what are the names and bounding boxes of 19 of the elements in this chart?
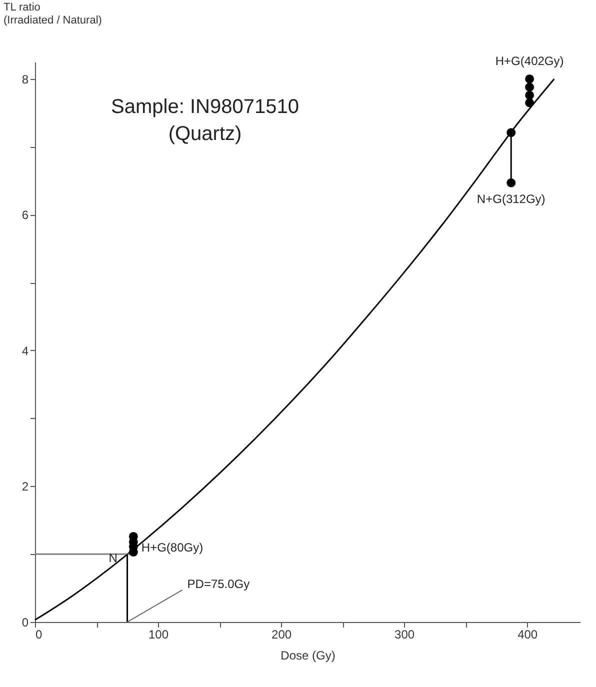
y-tick-label: 8 [22, 72, 29, 86]
x-tick-label: 100 [148, 628, 169, 642]
x-axis-title: Dose (Gy) [280, 648, 336, 662]
annotation: N+G(312Gy) [476, 192, 546, 206]
annotation: H+G(80Gy) [141, 540, 204, 554]
x-tick-label: 200 [272, 628, 292, 642]
annotation: H+G(402Gy) [495, 54, 564, 68]
x-tick-label: 0 [36, 628, 42, 642]
text: Sample: IN98071510 [111, 96, 299, 118]
x-tick-label: 300 [394, 628, 415, 642]
text: (Quartz) [168, 123, 242, 145]
annotation: N [108, 551, 118, 566]
x-tick-label: 400 [518, 628, 538, 642]
y-axis-title: TL ratio (Irradiated / Natural) [4, 2, 102, 26]
y-tick-label: 2 [22, 480, 29, 494]
y-tick-label: 4 [22, 344, 29, 358]
annotation: PD=75.0Gy [187, 577, 250, 591]
y-tick-label: 0 [22, 616, 29, 630]
y-tick-label: 6 [22, 208, 29, 222]
